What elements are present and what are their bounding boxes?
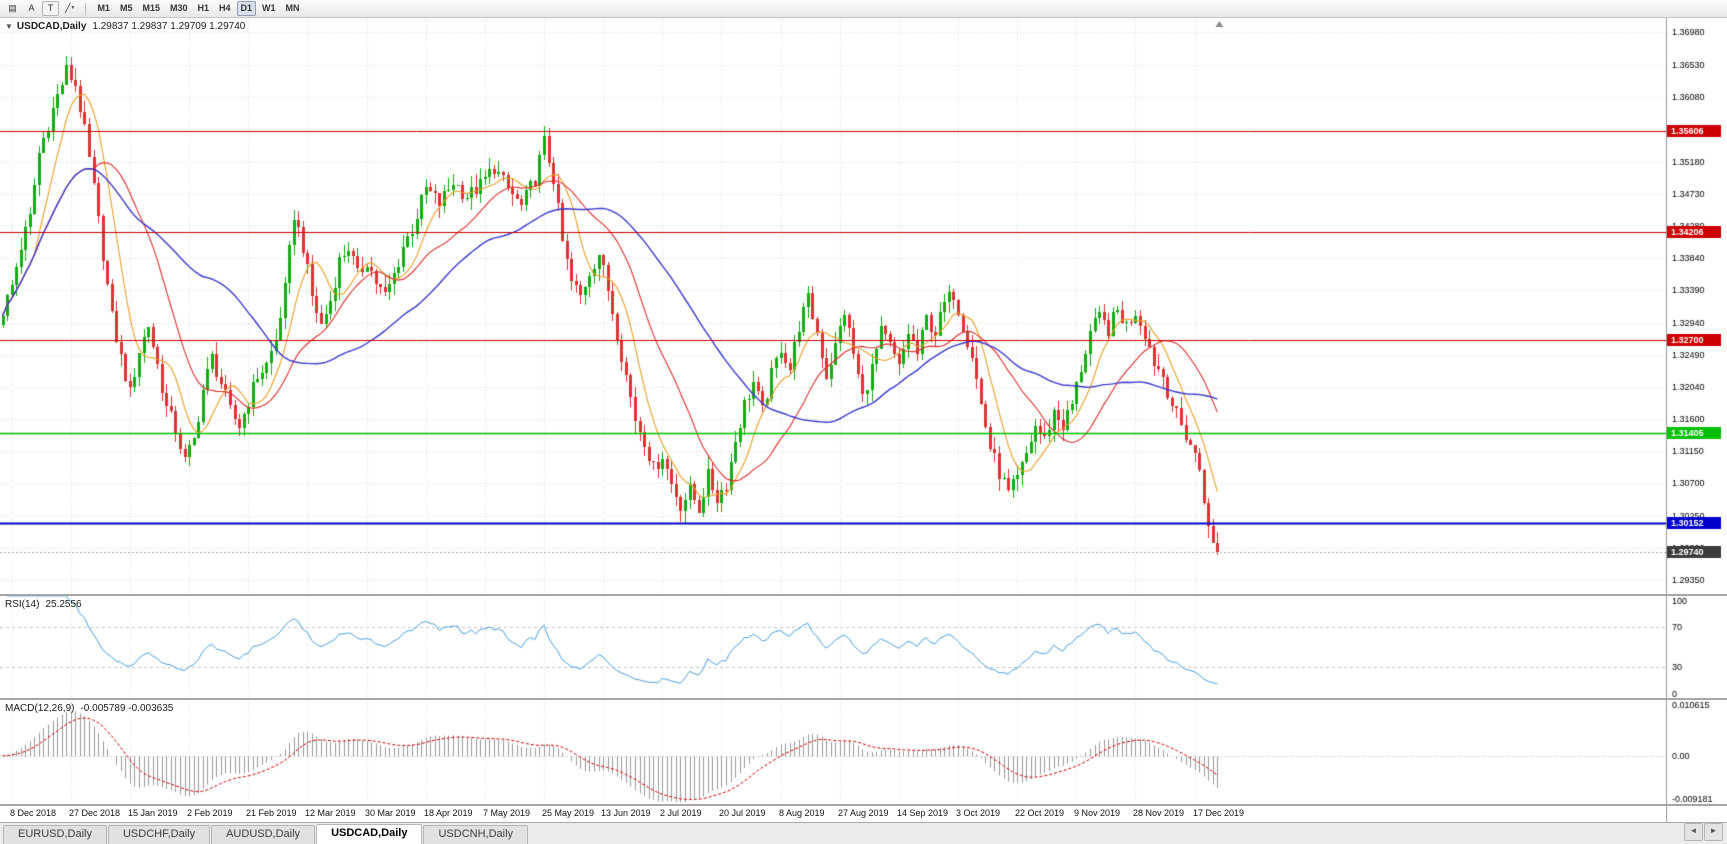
- rsi-indicator-label-row: RSI(14) 25.2556: [5, 599, 82, 610]
- pane-border-bottom: [0, 804, 1727, 806]
- date-label: 27 Dec 2018: [69, 808, 121, 818]
- date-label: 8 Dec 2018: [10, 808, 57, 818]
- date-label: 13 Jun 2019: [601, 808, 651, 818]
- price-axis[interactable]: [1666, 18, 1727, 822]
- date-label: 25 May 2019: [542, 808, 595, 818]
- macd-indicator-values: -0.005789 -0.003635: [80, 703, 174, 714]
- chart-tab-audusd[interactable]: AUDUSD,Daily: [211, 825, 316, 844]
- macd-indicator-name: MACD(12,26,9): [5, 703, 75, 714]
- draw-tool-button[interactable]: ╱▾: [61, 1, 78, 16]
- chart-tab-usdcnh[interactable]: USDCNH,Daily: [423, 825, 529, 844]
- date-label: 2 Jul 2019: [660, 808, 702, 818]
- chart-ohlc-values: 1.29837 1.29837 1.29709 1.29740: [92, 21, 246, 32]
- timeframe-w1-button[interactable]: W1: [258, 1, 280, 16]
- date-label: 8 Aug 2019: [779, 808, 825, 818]
- chevron-down-icon: ▾: [71, 5, 75, 12]
- chart-tabs-bar: EURUSD,Daily USDCHF,Daily AUDUSD,Daily U…: [0, 822, 1727, 844]
- macd-indicator-label-row: MACD(12,26,9) -0.005789 -0.003635: [5, 703, 173, 714]
- chart-tab-usdcad[interactable]: USDCAD,Daily: [316, 824, 423, 844]
- date-label: 15 Jan 2019: [128, 808, 178, 818]
- text-box-tool-button[interactable]: T: [42, 1, 59, 16]
- date-label: 9 Nov 2019: [1074, 808, 1121, 818]
- tabs-scroll-right-icon[interactable]: ►: [1704, 823, 1723, 841]
- chart-tab-eurusd[interactable]: EURUSD,Daily: [3, 825, 107, 844]
- date-label: 20 Jul 2019: [719, 808, 766, 818]
- date-label: 14 Sep 2019: [897, 808, 949, 818]
- date-label: 22 Oct 2019: [1015, 808, 1065, 818]
- chart-symbol-period: USDCAD,Daily: [16, 21, 87, 32]
- date-label: 3 Oct 2019: [956, 808, 1001, 818]
- time-axis[interactable]: 8 Dec 2018 27 Dec 2018 15 Jan 2019 2 Feb 20…: [0, 806, 1666, 822]
- timeframe-mn-button[interactable]: MN: [282, 1, 304, 16]
- rsi-indicator-value: 25.2556: [45, 599, 82, 610]
- date-label: 7 May 2019: [483, 808, 531, 818]
- pane-separator-main-rsi[interactable]: [0, 594, 1727, 596]
- date-label: 21 Feb 2019: [246, 808, 297, 818]
- chart-title-row: ▼ USDCAD,Daily 1.29837 1.29837 1.29709 1.2…: [5, 21, 245, 32]
- date-label: 18 Apr 2019: [424, 808, 473, 818]
- timeframe-h1-button[interactable]: H1: [194, 1, 214, 16]
- toolbar-separator: [85, 2, 87, 15]
- date-label: 17 Dec 2019: [1193, 808, 1245, 818]
- date-label: 30 Mar 2019: [365, 808, 416, 818]
- rsi-indicator-name: RSI(14): [5, 599, 40, 610]
- text-label-tool-button[interactable]: A: [23, 1, 40, 16]
- price-chart-canvas[interactable]: [0, 18, 1727, 822]
- timeframe-m1-button[interactable]: M1: [93, 1, 114, 16]
- timeframe-m5-button[interactable]: M5: [116, 1, 137, 16]
- toolbar: ▤ A T ╱▾ M1 M5 M15 M30 H1 H4 D1 W1 MN: [0, 0, 1727, 18]
- timeframe-h4-button[interactable]: H4: [215, 1, 235, 16]
- timeframe-m30-button[interactable]: M30: [166, 1, 192, 16]
- date-label: 2 Feb 2019: [187, 808, 233, 818]
- timeframe-d1-button[interactable]: D1: [236, 1, 257, 16]
- charts-icon[interactable]: ▤: [4, 1, 21, 16]
- chart-tab-usdchf[interactable]: USDCHF,Daily: [107, 825, 211, 844]
- date-label: 12 Mar 2019: [305, 808, 356, 818]
- date-label: 27 Aug 2019: [838, 808, 889, 818]
- draw-line-icon: ╱: [65, 3, 71, 13]
- collapse-objects-icon[interactable]: ▼: [5, 22, 13, 31]
- timeframe-m15-button[interactable]: M15: [138, 1, 164, 16]
- tabs-scroll-left-icon[interactable]: ◄: [1684, 823, 1703, 841]
- date-label: 28 Nov 2019: [1133, 808, 1185, 818]
- pane-separator-rsi-macd[interactable]: [0, 698, 1727, 700]
